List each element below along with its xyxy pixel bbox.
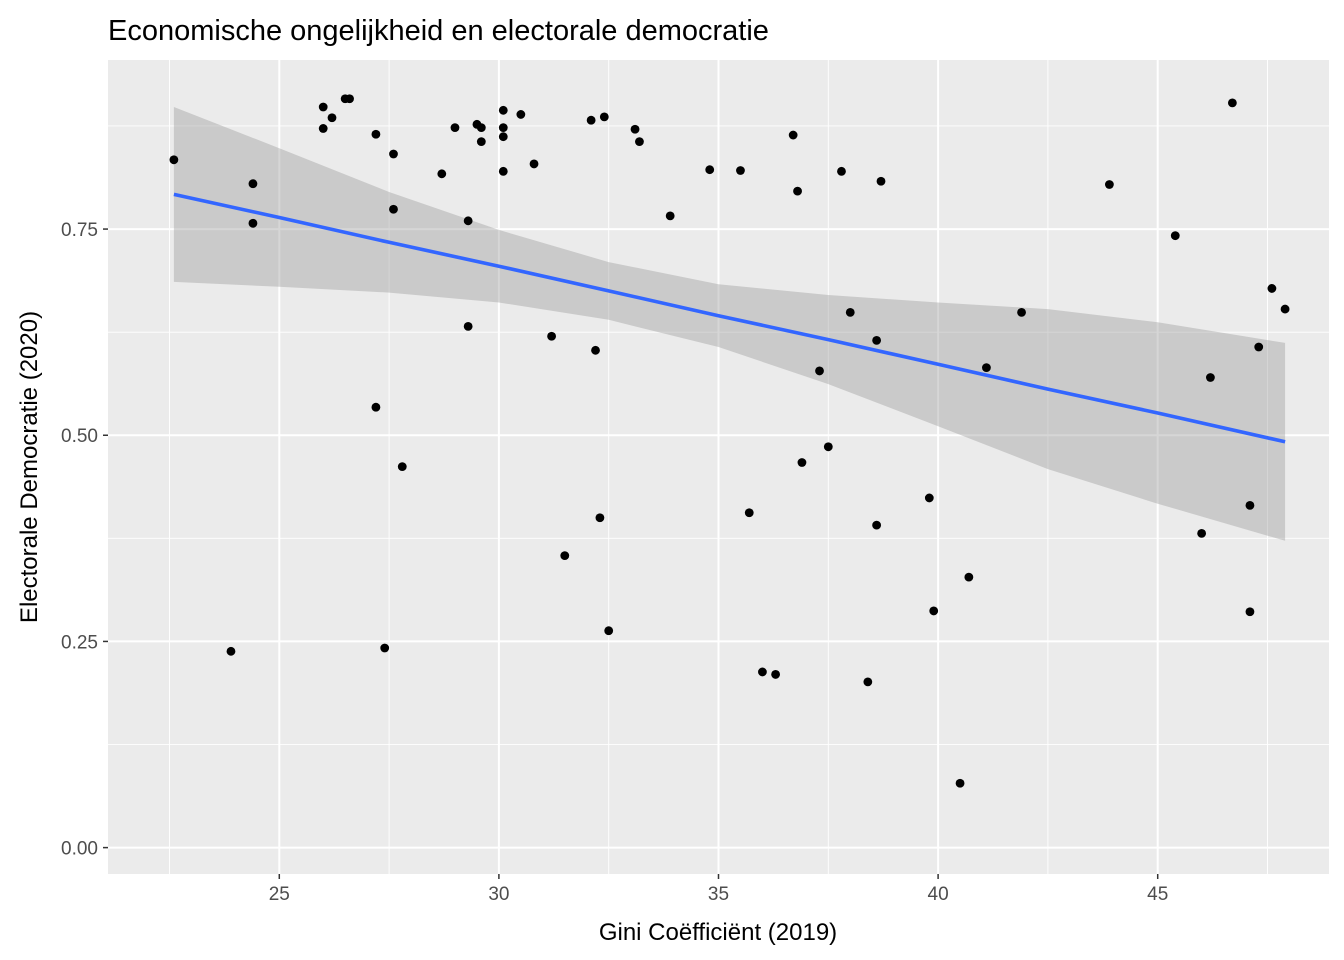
data-point: [1197, 528, 1207, 538]
data-point: [797, 458, 807, 467]
data-point: [248, 218, 258, 228]
data-point: [463, 321, 473, 331]
x-tick-label: 45: [1147, 884, 1168, 905]
data-point: [837, 166, 846, 176]
data-point: [982, 363, 991, 373]
data-point: [463, 216, 473, 226]
trend-line-layer: [173, 192, 1286, 444]
chart-title: Economische ongelijkheid en electorale d…: [108, 15, 769, 47]
data-point: [665, 211, 675, 221]
data-point: [476, 123, 486, 133]
data-point: [1227, 98, 1237, 108]
y-tick-label: 0.50: [61, 426, 98, 447]
data-point: [788, 130, 798, 140]
data-point: [793, 186, 802, 196]
data-point: [389, 204, 398, 214]
data-point: [1170, 231, 1180, 241]
data-point: [476, 137, 486, 147]
data-point: [498, 166, 508, 176]
data-point: [1206, 373, 1215, 382]
data-point: [1254, 342, 1264, 352]
x-tick-label: 25: [269, 884, 290, 905]
data-point: [498, 132, 508, 142]
y-axis-ticks: 0.00 0.25 0.50 0.75: [61, 220, 108, 860]
data-point: [758, 667, 767, 677]
trend-line: [173, 192, 1286, 444]
data-point: [599, 112, 609, 122]
y-axis-title: Electorale Democratie (2020): [16, 311, 43, 623]
data-point: [823, 442, 833, 452]
data-point: [736, 166, 745, 175]
data-point: [744, 508, 754, 518]
data-point: [815, 366, 824, 376]
data-point: [872, 520, 882, 530]
data-point: [516, 110, 526, 119]
data-point: [845, 307, 855, 317]
data-point: [1280, 304, 1290, 314]
y-tick-label: 0.25: [61, 632, 98, 653]
data-point: [604, 626, 614, 636]
data-point: [863, 677, 873, 687]
confidence-band: [173, 107, 1286, 541]
data-point: [450, 123, 460, 133]
y-tick-label: 0.75: [61, 220, 98, 241]
data-point: [371, 129, 381, 139]
x-tick-label: 35: [708, 884, 729, 905]
data-point: [1267, 284, 1277, 293]
x-tick-label: 30: [488, 884, 509, 905]
data-point: [380, 643, 390, 653]
data-point: [591, 345, 600, 355]
data-point: [1245, 607, 1255, 617]
data-point: [437, 169, 447, 179]
data-point: [371, 402, 381, 412]
data-point: [226, 646, 236, 656]
data-point: [586, 115, 596, 125]
data-point: [318, 102, 328, 112]
data-point: [876, 176, 886, 186]
data-point: [547, 331, 557, 341]
data-point: [1104, 180, 1114, 189]
data-point: [389, 149, 398, 159]
data-point: [498, 123, 508, 133]
data-point: [705, 165, 715, 175]
data-point: [595, 513, 605, 523]
data-point: [929, 606, 939, 616]
x-axis-title: Gini Coëfficiënt (2019): [599, 919, 837, 946]
confidence-band-layer: [173, 107, 1286, 541]
x-tick-label: 40: [928, 884, 949, 905]
y-tick-label: 0.00: [61, 839, 98, 860]
data-points: [169, 94, 1290, 788]
data-point: [630, 124, 640, 134]
data-point: [955, 778, 965, 788]
data-point: [248, 179, 258, 189]
data-point: [560, 551, 570, 561]
x-axis-ticks: 25 30 35 40 45: [269, 874, 1168, 905]
major-gridlines: [108, 60, 1329, 874]
data-point: [318, 124, 328, 133]
data-point: [327, 113, 337, 123]
data-point: [345, 94, 354, 104]
data-point: [635, 137, 644, 147]
data-point: [924, 493, 934, 503]
data-point: [1017, 307, 1026, 317]
data-point: [169, 155, 179, 165]
data-point: [498, 105, 508, 115]
data-point: [771, 670, 780, 679]
data-point: [964, 572, 974, 582]
data-point: [529, 159, 539, 169]
data-point: [397, 462, 407, 471]
data-point: [1245, 500, 1255, 510]
data-point: [872, 336, 882, 345]
